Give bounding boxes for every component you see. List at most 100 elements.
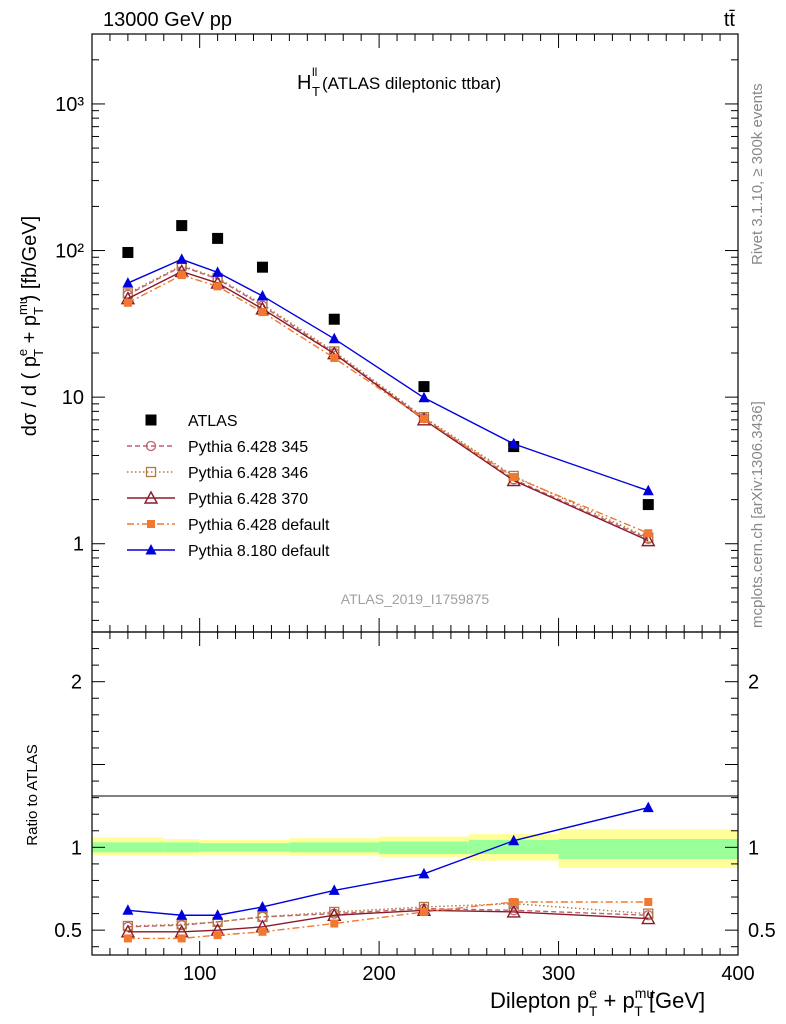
ratio-band-inner-bin bbox=[199, 843, 236, 852]
ratio-y-tick-label-left: 0.5 bbox=[54, 920, 82, 942]
ratio-uncertainty-bands bbox=[92, 829, 738, 869]
ratio-point-pythia-6-428-346 bbox=[329, 906, 340, 918]
ratio-line-pythia-6-428-345 bbox=[127, 907, 649, 928]
main-point-pythia-6-428-default bbox=[258, 308, 267, 317]
main-point-pythia-8-180-default bbox=[328, 332, 340, 344]
ratio-point-pythia-6-428-default bbox=[123, 934, 132, 943]
analysis-id-label: ATLAS_2019_I1759875 bbox=[341, 591, 490, 607]
ratio-point-pythia-6-428-default bbox=[644, 897, 653, 906]
main-y-tick-label: 1 bbox=[73, 534, 84, 556]
main-y-tick-label: 10² bbox=[55, 241, 84, 263]
ratio-line-pythia-6-428-default bbox=[127, 901, 649, 940]
ratio-line-pythia-6-428-370 bbox=[127, 909, 649, 933]
legend-marker-pythia-6-428-370 bbox=[143, 490, 159, 504]
ratio-y-axis-label: Ratio to ATLAS bbox=[24, 744, 41, 845]
main-series-pythia-8-180-default bbox=[122, 253, 654, 496]
main-series-layer bbox=[120, 220, 656, 547]
ratio-point-pythia-6-428-default bbox=[419, 907, 428, 916]
main-point-pythia-6-428-default bbox=[330, 353, 339, 362]
ratio-point-pythia-8-180-default bbox=[122, 904, 134, 915]
ratio-point-pythia-8-180-default bbox=[508, 834, 520, 846]
legend-entry-pythia-6-428-345: Pythia 6.428 345 bbox=[127, 439, 308, 456]
main-point-pythia-6-428-default bbox=[644, 529, 653, 538]
legend-marker-pythia-6-428-346 bbox=[145, 466, 157, 478]
x-tick-label: 100 bbox=[183, 963, 216, 985]
main-point-pythia-6-428-370 bbox=[641, 533, 656, 547]
legend-marker-pythia-6-428-345 bbox=[145, 440, 157, 452]
x-tick-label: 300 bbox=[542, 963, 575, 985]
main-line-pythia-8-180-default bbox=[127, 258, 649, 492]
x-tick-label: 400 bbox=[721, 963, 754, 985]
plot-title-sub: T bbox=[312, 84, 320, 99]
main-point-pythia-8-180-default bbox=[642, 484, 654, 496]
legend-label-pythia-6-428-345: Pythia 6.428 345 bbox=[188, 439, 308, 456]
legend-label-atlas: ATLAS bbox=[188, 413, 238, 430]
legend-label-pythia-6-428-370: Pythia 6.428 370 bbox=[188, 491, 308, 508]
main-point-atlas bbox=[418, 381, 430, 393]
ratio-y-tick-label-left: 1 bbox=[71, 837, 82, 859]
ratio-series-pythia-6-428-345 bbox=[122, 903, 654, 932]
ratio-point-pythia-8-180-default bbox=[328, 884, 340, 895]
legend: ATLAS Pythia 6.428 345 Pythia 6.428 346 Pyt… bbox=[127, 413, 330, 560]
ratio-band-inner-bin bbox=[289, 842, 380, 853]
legend-marker-atlas bbox=[145, 414, 157, 426]
legend-label-pythia-6-428-default: Pythia 6.428 default bbox=[188, 517, 330, 534]
process-label: tt̄ bbox=[724, 9, 736, 31]
main-line-pythia-6-428-346 bbox=[127, 264, 649, 539]
energy-label: 13000 GeV pp bbox=[103, 9, 232, 31]
ratio-point-pythia-6-428-370 bbox=[506, 904, 521, 918]
ratio-band-inner-bin bbox=[379, 841, 469, 854]
legend-label-pythia-6-428-346: Pythia 6.428 346 bbox=[188, 465, 308, 482]
main-point-pythia-6-428-default bbox=[419, 414, 428, 423]
main-line-pythia-6-428-345 bbox=[127, 265, 649, 540]
legend-label-pythia-8-180-default: Pythia 8.180 default bbox=[188, 543, 330, 560]
ratio-point-pythia-6-428-default bbox=[330, 919, 339, 928]
plot-title-main: H bbox=[297, 72, 311, 94]
ratio-point-pythia-8-180-default bbox=[256, 900, 268, 912]
ratio-point-pythia-8-180-default bbox=[642, 801, 654, 813]
x-tick-label: 200 bbox=[362, 963, 395, 985]
ratio-point-pythia-8-180-default bbox=[418, 867, 430, 879]
ratio-y-tick-label-left: 2 bbox=[71, 672, 82, 694]
mcplots-label: mcplots.cern.ch [arXiv:1306.3436] bbox=[749, 401, 766, 628]
ratio-series-pythia-8-180-default bbox=[122, 801, 654, 920]
ratio-y-tick-label-right: 2 bbox=[748, 672, 759, 694]
ratio-point-pythia-8-180-default bbox=[212, 909, 224, 920]
x-axis-label: Dilepton pe T + pmu T [GeV] bbox=[490, 985, 705, 1019]
main-point-pythia-8-180-default bbox=[256, 289, 268, 301]
ratio-point-pythia-6-428-default bbox=[213, 931, 222, 940]
ratio-point-pythia-6-428-346 bbox=[122, 920, 134, 932]
main-point-pythia-8-180-default bbox=[418, 391, 430, 403]
main-point-pythia-6-428-default bbox=[213, 282, 222, 291]
ratio-point-pythia-6-428-370 bbox=[641, 911, 656, 925]
main-y-tick-label: 10 bbox=[62, 387, 84, 409]
ratio-series-layer bbox=[120, 801, 656, 943]
main-point-pythia-6-428-default bbox=[123, 298, 132, 307]
main-point-atlas bbox=[328, 313, 340, 325]
main-point-pythia-6-428-default bbox=[177, 271, 186, 280]
legend-entry-atlas: ATLAS bbox=[145, 413, 238, 430]
main-point-pythia-8-180-default bbox=[212, 266, 224, 277]
main-point-atlas bbox=[176, 220, 188, 232]
main-y-tick-label: 10³ bbox=[55, 94, 84, 116]
main-series-pythia-6-428-default bbox=[123, 271, 653, 538]
ratio-line-pythia-8-180-default bbox=[127, 806, 649, 916]
main-point-pythia-6-428-default bbox=[509, 473, 518, 482]
ratio-point-pythia-6-428-346 bbox=[176, 919, 187, 930]
main-point-pythia-8-180-default bbox=[508, 437, 520, 449]
legend-entry-pythia-6-428-default: Pythia 6.428 default bbox=[127, 517, 330, 534]
plot-title-sup: ll bbox=[312, 65, 317, 79]
plot-title-rest: (ATLAS dileptonic ttbar) bbox=[322, 74, 501, 93]
ratio-point-pythia-6-428-default bbox=[509, 897, 518, 906]
ratio-point-pythia-8-180-default bbox=[176, 909, 188, 920]
rivet-version-label: Rivet 3.1.10, ≥ 300k events bbox=[749, 83, 766, 265]
ratio-band-inner-bin bbox=[92, 842, 164, 853]
ratio-band-inner-bin bbox=[558, 839, 738, 859]
main-point-pythia-8-180-default bbox=[122, 277, 134, 288]
main-point-atlas bbox=[212, 232, 224, 244]
ratio-plot-frame bbox=[91, 631, 739, 956]
ratio-point-pythia-6-428-default bbox=[258, 927, 267, 936]
main-point-atlas bbox=[256, 261, 268, 273]
ratio-band-inner-bin bbox=[468, 839, 559, 854]
